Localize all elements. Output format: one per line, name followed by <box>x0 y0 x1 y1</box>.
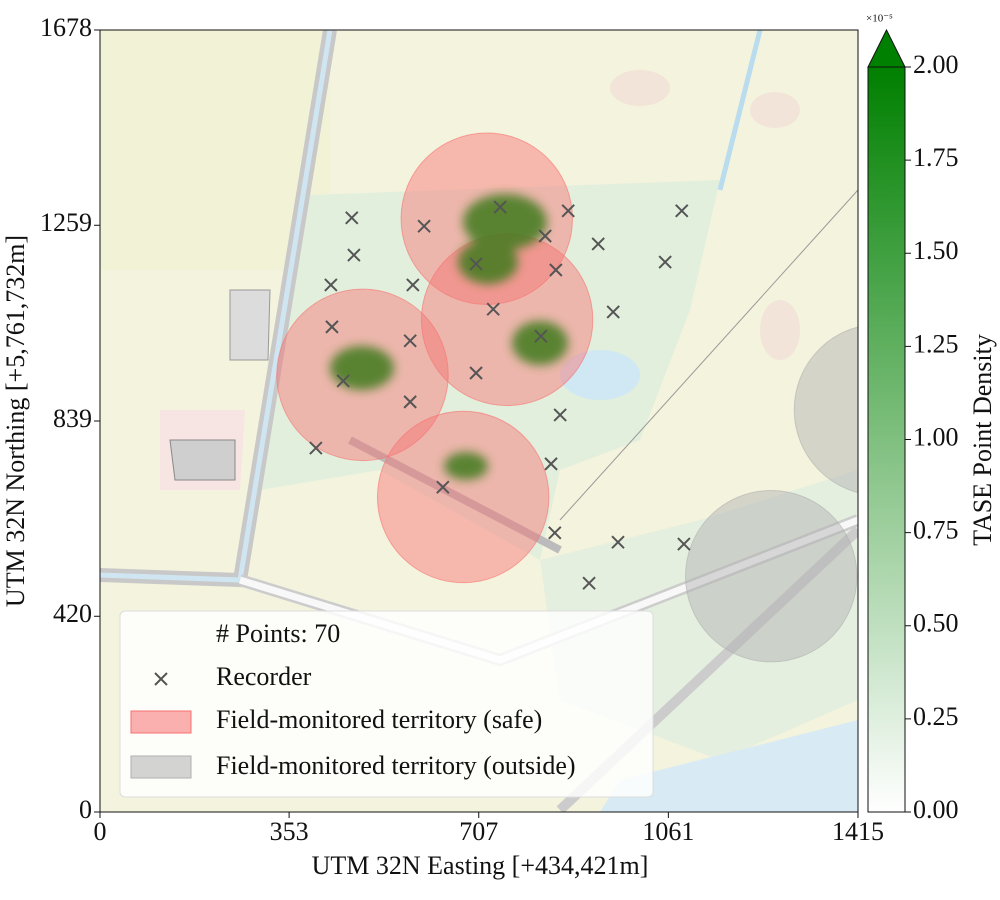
x-tick-label: 353 <box>270 817 309 846</box>
legend-label: Field-monitored territory (outside) <box>216 751 576 780</box>
territory-circle <box>685 489 858 663</box>
recorder-marker <box>675 204 689 218</box>
x-tick-label: 0 <box>94 817 107 846</box>
colorbar-tick-label: 0.75 <box>913 516 959 545</box>
recorder-marker <box>544 457 558 471</box>
colorbar-tick-label: 0.00 <box>913 795 959 824</box>
colorbar-tick-label: 1.25 <box>913 329 959 358</box>
colorbar-tick-label: 1.50 <box>913 236 959 265</box>
recorder-marker <box>436 480 450 494</box>
territory-circle <box>793 326 858 494</box>
recorder-marker <box>403 334 417 348</box>
recorder-marker <box>548 526 562 540</box>
recorder-marker <box>486 302 500 316</box>
colorbar-multiplier: ×10⁻⁵ <box>866 13 893 25</box>
y-tick-label: 1678 <box>40 13 92 42</box>
y-tick-label: 839 <box>53 404 92 433</box>
recorder-marker <box>677 537 691 551</box>
recorder-marker <box>325 320 339 334</box>
x-tick-label: 1415 <box>832 817 884 846</box>
recorder-marker <box>417 219 431 233</box>
legend-label: Recorder <box>216 662 312 691</box>
territory-circle <box>376 410 550 584</box>
recorder-marker <box>591 237 605 251</box>
colorbar <box>867 66 906 813</box>
legend-label: Field-monitored territory (safe) <box>216 705 542 734</box>
colorbar-tick-label: 1.00 <box>913 422 959 451</box>
recorder-marker <box>469 257 483 271</box>
recorder-marker <box>406 278 420 292</box>
recorder-marker <box>403 395 417 409</box>
colorbar-tick-label: 2.00 <box>913 50 959 79</box>
legend-box <box>119 610 654 798</box>
recorder-marker <box>561 204 575 218</box>
colorbar-extend <box>867 28 906 68</box>
legend-title: # Points: 70 <box>216 619 340 648</box>
recorder-marker <box>538 229 552 243</box>
recorder-marker <box>493 200 507 214</box>
y-tick-label: 0 <box>79 795 92 824</box>
y-axis-label: UTM 32N Northing [+5,761,732m] <box>1 235 30 607</box>
y-tick-label: 420 <box>53 599 92 628</box>
recorder-marker <box>336 374 350 388</box>
colorbar-tick-label: 1.75 <box>913 143 959 172</box>
recorder-marker <box>345 211 359 225</box>
recorder-marker <box>347 248 361 262</box>
legend-swatch <box>130 710 192 734</box>
colorbar-tick-label: 0.50 <box>913 609 959 638</box>
recorder-marker <box>611 535 625 549</box>
legend: # Points: 70 Recorder Field-monitored te… <box>119 610 654 798</box>
colorbar-label: TASE Point Density <box>968 334 997 546</box>
recorder-marker <box>309 441 323 455</box>
legend-swatch <box>130 755 192 779</box>
x-axis-label: UTM 32N Easting [+434,421m] <box>312 851 649 880</box>
recorder-marker <box>324 278 338 292</box>
legend-marker <box>154 672 168 686</box>
colorbar-tick-label: 0.25 <box>913 702 959 731</box>
recorder-marker <box>582 576 596 590</box>
recorders <box>309 200 691 590</box>
recorder-marker <box>469 366 483 380</box>
recorder-marker <box>658 255 672 269</box>
recorder-marker <box>553 408 567 422</box>
y-tick-label: 1259 <box>40 208 92 237</box>
x-tick-label: 1061 <box>642 817 694 846</box>
density-hotspots <box>330 194 568 480</box>
recorder-marker <box>534 329 548 343</box>
x-tick-label: 707 <box>459 817 498 846</box>
recorder-marker <box>606 305 620 319</box>
recorder-marker <box>549 263 563 277</box>
